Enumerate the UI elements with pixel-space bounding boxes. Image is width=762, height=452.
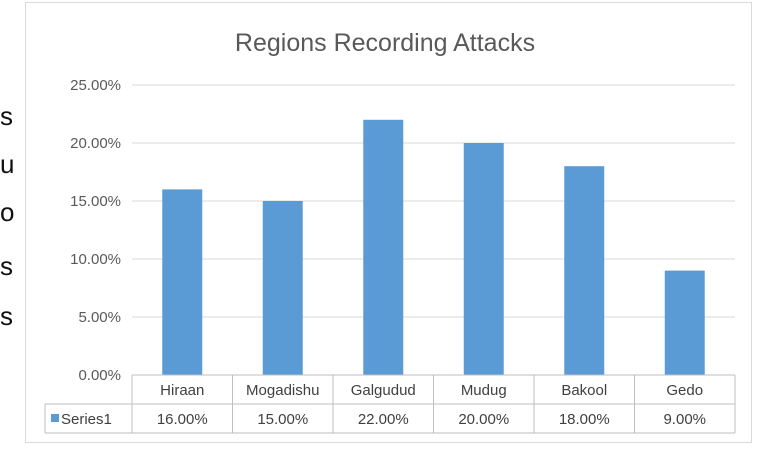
y-axis-ticks: 0.00% 5.00% 10.00% 15.00% 20.00% 25.00% <box>70 77 121 384</box>
bar <box>564 166 605 375</box>
side-letter: s <box>0 101 13 131</box>
bars <box>162 119 705 375</box>
legend-key <box>51 414 59 422</box>
category-label: Gedo <box>666 382 703 399</box>
y-tick-label: 15.00% <box>70 193 121 210</box>
side-letter: o <box>0 197 15 227</box>
y-tick-label: 0.00% <box>78 367 121 384</box>
category-label: Hiraan <box>160 382 204 399</box>
y-tick-label: 10.00% <box>70 251 121 268</box>
y-tick-label: 25.00% <box>70 77 121 94</box>
bar <box>463 143 504 375</box>
side-letter: s <box>0 251 13 281</box>
value-label: 20.00% <box>458 411 509 428</box>
bar <box>262 201 303 375</box>
value-label: 22.00% <box>358 411 409 428</box>
value-label: 16.00% <box>157 411 208 428</box>
category-label: Mudug <box>461 382 507 399</box>
value-label: 15.00% <box>257 411 308 428</box>
side-letter: s <box>0 301 13 331</box>
y-tick-label: 5.00% <box>78 309 121 326</box>
y-tick-label: 20.00% <box>70 135 121 152</box>
side-letter: u <box>0 149 15 179</box>
category-label: Mogadishu <box>246 382 319 399</box>
bar <box>664 270 705 375</box>
chart-title: Regions Recording Attacks <box>235 29 535 57</box>
series-name: Series1 <box>61 411 112 428</box>
category-label: Bakool <box>561 382 607 399</box>
bar <box>363 119 404 375</box>
category-label: Galgudud <box>351 382 416 399</box>
value-label: 9.00% <box>663 411 706 428</box>
data-table: Hiraan 16.00% Mogadishu 15.00% Galgudud 22.00… <box>44 374 736 434</box>
bar <box>162 189 203 375</box>
value-label: 18.00% <box>559 411 610 428</box>
gridlines <box>132 84 735 318</box>
